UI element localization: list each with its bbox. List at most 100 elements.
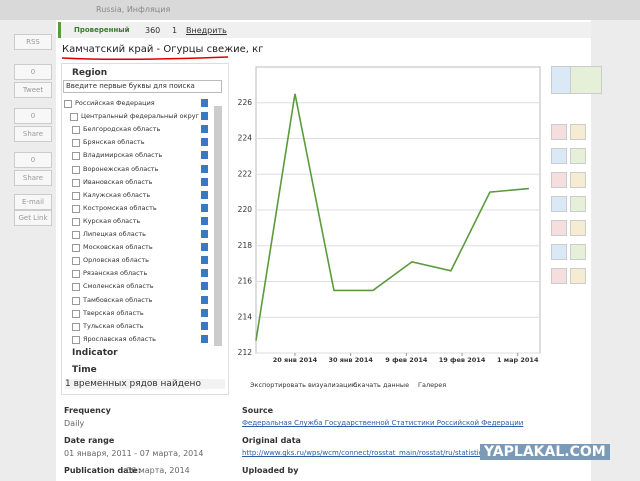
social-button[interactable]: RSS [14,34,52,50]
info-icon[interactable] [201,112,208,121]
info-icon[interactable] [201,190,208,199]
social-button[interactable]: 0 [14,152,52,168]
chart-title: Камчатский край - Огурцы свежие, кг [62,44,264,55]
region-item[interactable]: Владимирская область [83,151,163,160]
export[interactable]: Экспортировать визуализацию [250,381,358,389]
link[interactable]: http://www.gks.ru/wps/wcm/connect/rossta… [242,449,492,457]
chart-icon[interactable] [551,172,567,188]
chart-icon[interactable] [570,172,586,188]
chart-icon[interactable] [570,220,586,236]
checkbox[interactable] [72,178,80,187]
region-item[interactable]: Московская область [83,243,153,252]
y-tick-label: 222 [238,169,253,178]
checkbox[interactable] [72,244,80,253]
chart-icon[interactable] [570,196,586,212]
info-icon[interactable] [201,269,208,278]
info-icon[interactable] [201,177,208,186]
region-item[interactable]: Центральный федеральный округ [81,112,199,121]
region-item[interactable]: Калужская область [83,190,151,199]
info-icon[interactable] [201,282,208,291]
chart-icon[interactable] [570,148,586,164]
info-icon[interactable] [201,203,208,212]
info-icon[interactable] [201,295,208,304]
chart-icon[interactable] [551,148,567,164]
info-icon[interactable] [201,308,208,317]
chart-icon[interactable] [551,196,567,212]
gallery[interactable]: Галерея [418,381,447,389]
y-tick-label: 220 [238,205,253,214]
embed-link[interactable]: Внедрить [186,26,227,35]
social-button[interactable]: Share [14,170,52,186]
region-item[interactable]: Ярославская область [83,334,156,343]
region-item[interactable]: Липецкая область [83,230,146,238]
checkbox[interactable] [72,126,80,135]
chart-icon[interactable] [570,124,586,140]
download[interactable]: Скачать данные [353,381,410,389]
indicator-header[interactable]: Indicator [72,348,118,358]
region-item[interactable]: Брянская область [83,138,145,147]
checkbox[interactable] [70,113,78,122]
social-button[interactable]: Share [14,126,52,142]
info-icon[interactable] [201,243,208,252]
chart-icon[interactable] [551,220,567,236]
info-icon[interactable] [201,334,208,343]
checkbox[interactable] [72,283,80,292]
checkbox[interactable] [64,100,72,108]
info-icon[interactable] [201,151,208,160]
region-item[interactable]: Российская Федерация [75,99,155,107]
social-button[interactable]: 0 [14,108,52,124]
checkbox[interactable] [72,270,80,279]
chart-icon[interactable] [551,244,567,260]
breadcrumb: Russia, Инфляция [96,5,171,14]
scrollbar [214,106,222,346]
checkbox[interactable] [72,296,80,305]
checkbox[interactable] [72,165,80,174]
info-icon[interactable] [201,138,208,147]
checkbox[interactable] [72,322,80,331]
label: Date range [64,436,115,445]
region-item[interactable]: Костромская область [83,203,157,212]
region-header[interactable]: Region [72,68,108,78]
checkbox[interactable] [72,139,80,148]
social-button[interactable]: Tweet [14,82,52,98]
label: Uploaded by [242,466,299,475]
checkbox[interactable] [72,191,80,200]
checkbox[interactable] [72,231,80,239]
info-icon[interactable] [201,216,208,225]
info-icon[interactable] [201,125,208,134]
chart-icon[interactable] [570,268,586,284]
info-icon[interactable] [201,256,208,265]
info-icon[interactable] [201,164,208,173]
checkbox[interactable] [72,152,80,161]
time-header[interactable]: Time [72,365,97,375]
region-item[interactable]: Тверская область [83,308,144,317]
region-item[interactable]: Тульская область [83,321,144,330]
region-item[interactable]: Воронежская область [83,164,159,173]
checkbox[interactable] [72,217,80,226]
chart-icon[interactable] [570,66,602,94]
social-button[interactable]: 0 [14,64,52,80]
chart-icon[interactable] [551,268,567,284]
checkbox[interactable] [72,257,80,266]
social-button[interactable]: Get Link [14,210,52,226]
region-item[interactable]: Тамбовская область [83,295,153,304]
region-item[interactable]: Курская область [83,216,141,225]
region-item[interactable]: Рязанская область [83,269,148,278]
region-item[interactable]: Смоленская область [83,282,154,291]
info-icon[interactable] [201,99,208,107]
region-item[interactable]: Ивановская область [83,177,153,186]
chart: 212 214 216 218 220 222 224 226 20 янв 2014 30 ян… [238,66,541,364]
info-icon[interactable] [201,230,208,238]
social-button[interactable]: E-mail [14,194,52,210]
info-icon[interactable] [201,321,208,330]
checkbox[interactable] [72,309,80,318]
link[interactable]: Федеральная Служба Государственной Стати… [242,419,524,427]
checkbox[interactable] [72,335,80,344]
chart-icon[interactable] [551,124,567,140]
search-box[interactable]: Введите первые буквы для поиска [63,80,222,93]
checkbox[interactable] [72,204,80,213]
region-item[interactable]: Белгородская область [83,125,161,134]
chart-icon[interactable] [570,244,586,260]
region-item[interactable]: Орловская область [83,256,149,265]
